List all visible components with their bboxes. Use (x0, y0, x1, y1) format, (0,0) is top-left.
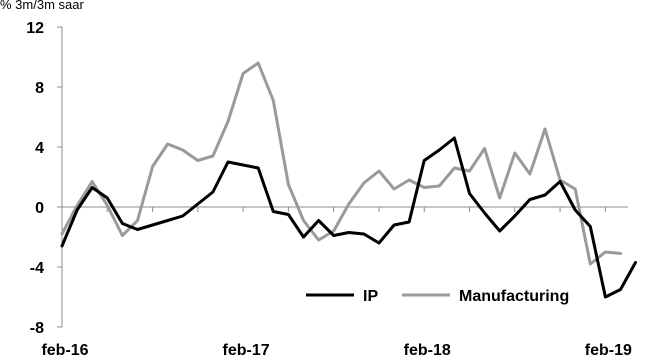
data-point-ip (226, 160, 230, 164)
series-manufacturing (60, 61, 622, 266)
data-point-manufacturing (362, 181, 366, 185)
legend-label-ip: IP (363, 288, 378, 305)
data-point-manufacturing (302, 219, 305, 222)
data-point-ip (287, 213, 290, 216)
y-ticks: 12 8 4 0 -4 -8 (26, 20, 62, 337)
data-point-ip (196, 202, 200, 206)
x-ticks: feb-16 feb-17 feb-18 feb-19 (41, 207, 632, 359)
data-point-ip (513, 214, 516, 218)
y-tick-label: 0 (35, 200, 44, 217)
data-point-ip (377, 241, 381, 245)
data-point-manufacturing (573, 187, 577, 191)
axes (61, 27, 628, 327)
data-point-ip (573, 208, 577, 212)
data-point-manufacturing (377, 169, 381, 173)
x-tick-label: feb-18 (404, 342, 451, 359)
data-point-ip (121, 222, 124, 225)
data-point-ip (60, 244, 64, 248)
data-point-ip (498, 229, 501, 233)
data-point-ip (438, 148, 441, 152)
data-point-ip (332, 234, 335, 237)
data-point-manufacturing (121, 234, 124, 237)
data-point-ip (589, 225, 592, 228)
data-point-manufacturing (468, 169, 471, 173)
data-point-manufacturing (513, 151, 516, 155)
x-tick-label: feb-16 (41, 342, 88, 359)
data-point-manufacturing (332, 229, 335, 233)
data-point-manufacturing (272, 99, 275, 102)
data-point-ip (106, 196, 109, 200)
y-tick-label: -8 (30, 320, 44, 337)
data-point-ip (619, 288, 622, 291)
data-point-ip (528, 198, 532, 201)
data-point-ip (241, 163, 245, 167)
data-point-ip (392, 223, 396, 227)
data-point-ip (166, 219, 169, 222)
data-point-manufacturing (589, 262, 592, 266)
data-point-manufacturing (604, 250, 607, 254)
data-point-ip (604, 295, 607, 299)
data-point-manufacturing (196, 159, 200, 162)
series-ip (60, 136, 637, 299)
data-point-manufacturing (528, 172, 532, 176)
data-point-manufacturing (317, 238, 320, 242)
data-point-ip (90, 186, 94, 189)
series-line-manufacturing (60, 61, 622, 266)
y-tick-label: 4 (35, 140, 44, 157)
legend-label-manufacturing: Manufacturing (459, 288, 569, 305)
data-point-manufacturing (211, 154, 215, 158)
data-point-ip (302, 235, 305, 239)
data-point-manufacturing (407, 178, 411, 182)
data-point-manufacturing (257, 61, 260, 65)
data-point-ip (151, 223, 154, 227)
data-point-manufacturing (90, 180, 94, 183)
data-point-ip (181, 214, 184, 218)
data-point-manufacturing (619, 252, 622, 255)
legend: IP Manufacturing (306, 288, 569, 305)
data-point-ip (453, 136, 456, 140)
y-tick-label: -4 (30, 260, 44, 277)
data-point-manufacturing (106, 204, 109, 207)
data-point-manufacturing (287, 183, 290, 186)
data-point-ip (272, 210, 275, 213)
data-point-manufacturing (226, 120, 230, 123)
data-point-manufacturing (166, 142, 169, 146)
data-point-ip (75, 208, 79, 212)
data-point-manufacturing (136, 219, 139, 222)
data-point-manufacturing (543, 127, 547, 131)
data-point-ip (317, 219, 320, 222)
series-line-ip (60, 136, 637, 299)
data-point-ip (468, 192, 471, 195)
data-point-manufacturing (75, 204, 79, 207)
data-point-ip (407, 220, 411, 224)
data-point-manufacturing (241, 72, 245, 75)
x-tick-label: feb-17 (223, 342, 270, 359)
data-point-ip (423, 159, 426, 162)
data-point-manufacturing (347, 202, 350, 206)
data-point-ip (558, 180, 562, 183)
data-point-manufacturing (151, 165, 154, 168)
data-point-ip (543, 193, 547, 197)
x-tick-label: feb-19 (585, 342, 632, 359)
data-point-manufacturing (498, 196, 501, 200)
data-point-ip (362, 232, 366, 236)
data-point-manufacturing (483, 147, 486, 150)
data-point-manufacturing (60, 232, 64, 236)
data-point-manufacturing (438, 184, 441, 188)
data-point-ip (211, 190, 215, 194)
y-tick-label: 12 (26, 20, 44, 37)
data-point-ip (483, 211, 486, 215)
data-point-ip (347, 231, 350, 234)
series-layer (60, 61, 637, 299)
data-point-ip (136, 228, 139, 231)
data-point-manufacturing (423, 186, 426, 189)
data-point-ip (634, 261, 637, 264)
data-point-ip (257, 166, 260, 170)
y-axis-label: % 3m/3m saar (0, 0, 84, 12)
data-point-manufacturing (453, 166, 456, 170)
data-point-manufacturing (392, 187, 396, 191)
y-tick-label: 8 (35, 80, 44, 97)
data-point-manufacturing (181, 148, 184, 152)
